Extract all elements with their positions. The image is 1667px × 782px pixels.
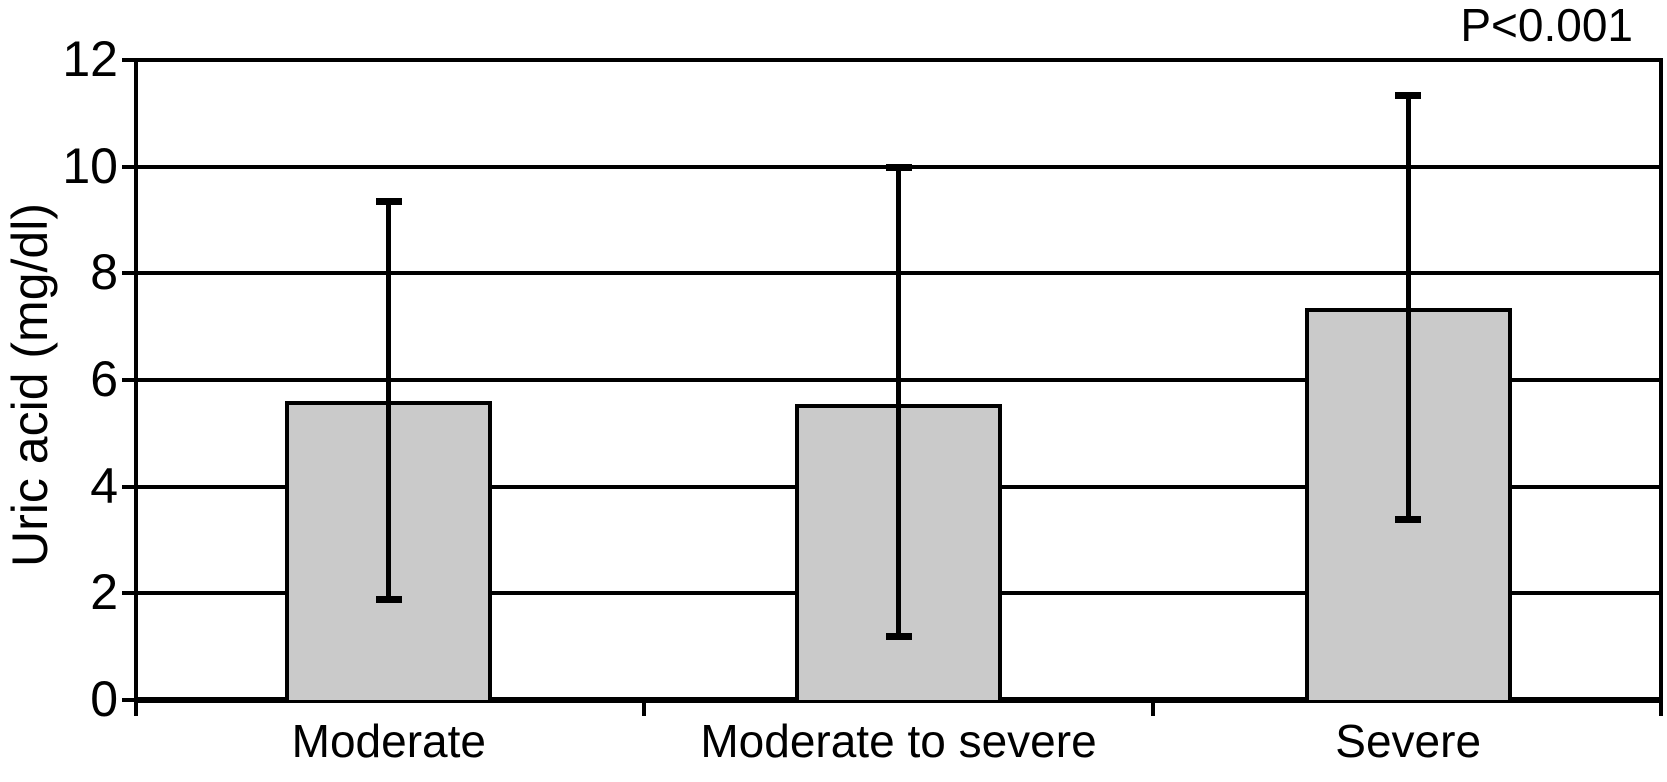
y-axis-title: Uric acid (mg/dl) <box>2 203 58 567</box>
x-category-label: Moderate to severe <box>700 715 1097 767</box>
y-axis-line <box>134 60 138 716</box>
y-tick <box>122 378 134 382</box>
x-category-label: Severe <box>1335 715 1482 767</box>
y-tick <box>122 484 134 489</box>
error-bar-cap-bottom <box>885 633 912 640</box>
y-tick-label: 10 <box>62 137 118 194</box>
y-tick <box>122 698 134 702</box>
y-tick-label: 6 <box>90 351 118 407</box>
error-bar-cap-bottom <box>1395 515 1422 523</box>
x-tick <box>641 700 646 716</box>
y-tick-label: 4 <box>90 457 118 514</box>
y-tick-label: 0 <box>90 671 118 727</box>
plot-area: 0 2 4 6 8 10 12 Moderate Moderate to severe Sever… <box>62 34 1663 764</box>
error-bar-line <box>1405 94 1411 519</box>
plot-top-border <box>134 58 1663 62</box>
y-tick-label: 8 <box>90 244 118 301</box>
p-value-annotation: P<0.001 <box>1460 0 1633 51</box>
error-bar-cap-top <box>1395 91 1422 99</box>
y-tick <box>122 58 134 62</box>
y-tick <box>122 271 134 276</box>
x-tick <box>1151 700 1156 716</box>
error-bar-cap-bottom <box>375 595 402 603</box>
error-bar-line <box>386 201 392 599</box>
plot-right-border <box>1659 60 1663 716</box>
error-bar-cap-top <box>885 163 912 171</box>
x-category-label: Moderate <box>291 715 486 767</box>
error-bar-line <box>896 166 901 636</box>
y-tick-label: 2 <box>90 564 118 621</box>
x-axis-line <box>134 697 1663 703</box>
error-bar-cap-top <box>375 198 402 206</box>
y-tick <box>122 164 134 169</box>
y-tick-label: 12 <box>62 31 118 87</box>
y-tick <box>122 591 134 596</box>
